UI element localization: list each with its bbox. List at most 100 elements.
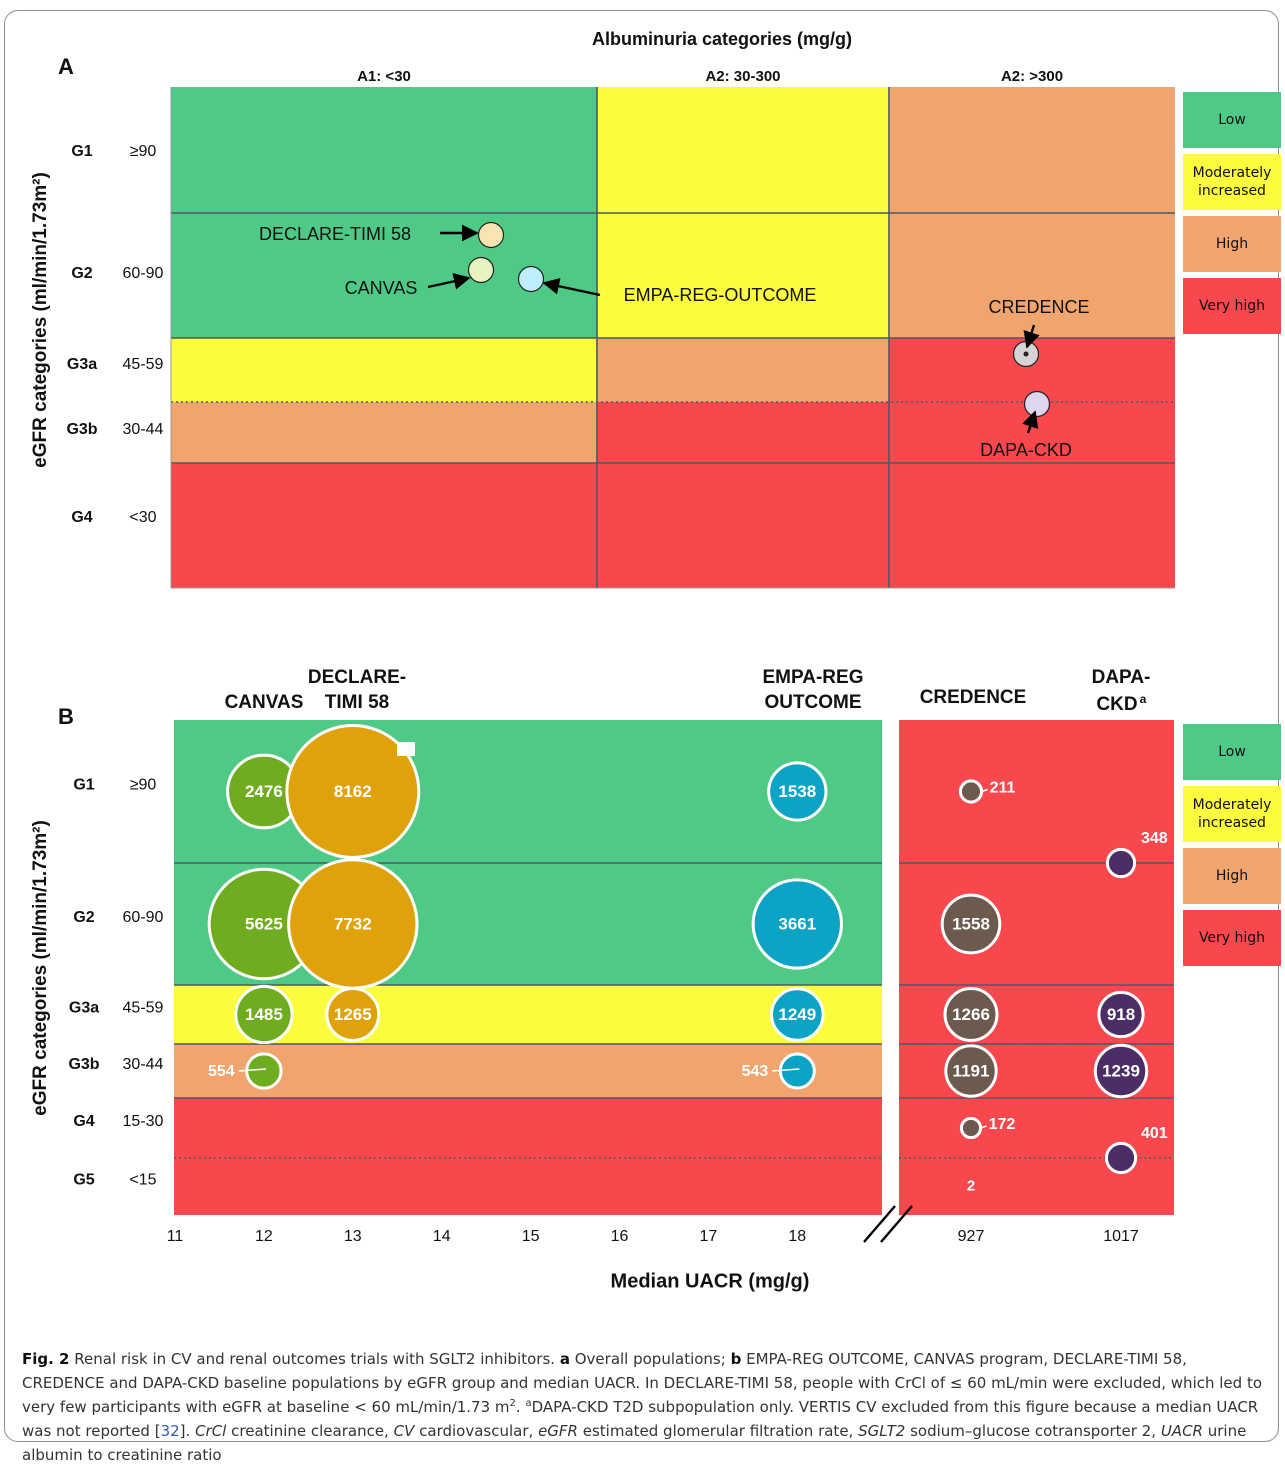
panel-b-bubble-label: 1266 — [952, 1005, 990, 1024]
panel-b-x-tick-label: 14 — [433, 1228, 451, 1245]
panel-a-row-code: G3a — [67, 356, 97, 373]
panel-b-bubble-label: 172 — [989, 1116, 1016, 1133]
panel-b-risk-band — [174, 1158, 882, 1215]
panel-a-risk-cell — [171, 87, 597, 213]
panel-b-row-code: G4 — [73, 1113, 94, 1130]
panel-b-bubble-label: 1538 — [778, 782, 816, 801]
abbr-term: CrCl — [195, 1422, 227, 1440]
panel-b-bubble — [959, 1116, 983, 1140]
panel-b-row-range: 15-30 — [123, 1113, 164, 1130]
caption-a-text: Overall populations; — [574, 1350, 726, 1368]
panel-b-trial-header: EMPA-REG — [763, 667, 864, 688]
panel-b-legend-label: Low — [1218, 744, 1246, 760]
caption-sup-2: 2 — [509, 1398, 516, 1409]
panel-a-row-range: <30 — [129, 509, 156, 526]
panel-b-x-tick-label: 927 — [958, 1228, 985, 1245]
panel-b-legend-label: High — [1216, 868, 1248, 884]
panel-a-trial-label: CREDENCE — [988, 297, 1089, 317]
panel-b-bubble-label: 1485 — [245, 1005, 283, 1024]
caption-dapa-text: DAPA-CKD T2D subpopulation only. VERTIS … — [22, 1398, 1259, 1440]
panel-b-risk-band — [174, 1098, 882, 1158]
panel-b-x-tick-label: 1017 — [1103, 1228, 1139, 1245]
panel-a-trial-label: DECLARE-TIMI 58 — [259, 224, 411, 244]
abbr-term: eGFR — [538, 1422, 578, 1440]
caption-title: Renal risk in CV and renal outcomes tria… — [74, 1350, 556, 1368]
panel-b-bubble-label: 211 — [990, 780, 1016, 797]
panel-a-risk-cell — [597, 213, 889, 338]
panel-a-row-range: ≥90 — [130, 143, 157, 160]
panel-b-trial-header: DAPA- — [1092, 667, 1151, 688]
panel-b-xlabel: Median UACR (mg/g) — [611, 1270, 810, 1292]
panel-a-row-range: 45-59 — [123, 356, 164, 373]
panel-a-risk-cell — [597, 338, 889, 402]
panel-b-bubble-label: 543 — [742, 1063, 769, 1080]
panel-b-bubble-leader — [238, 1068, 266, 1072]
panel-b-bubble-label: 2 — [967, 1177, 975, 1194]
panel-b-x-tick-label: 13 — [344, 1228, 362, 1245]
panel-b-bubble-label: 1191 — [953, 1061, 990, 1080]
caption-reference-link[interactable]: 32 — [160, 1422, 180, 1440]
panel-b-bubble — [245, 1052, 283, 1090]
panel-b-row-code: G2 — [73, 909, 94, 926]
panel-a-legend-swatch — [1183, 216, 1281, 272]
panel-b-bubble — [940, 893, 1002, 955]
caption-a-label: a — [559, 1350, 570, 1368]
panel-a-trial-marker — [1023, 390, 1051, 418]
panel-b-bubble — [943, 987, 999, 1042]
panel-b-legend-swatch — [1183, 724, 1281, 780]
panel-b-x-tick-label: 16 — [611, 1228, 629, 1245]
panel-b-bubble-label: 1265 — [334, 1005, 372, 1024]
panel-a-trial-arrow — [542, 277, 601, 297]
panel-b-x-tick-label: 17 — [700, 1228, 718, 1245]
abbr-term: CV — [393, 1422, 415, 1440]
panel-b-trial-header: OUTCOME — [764, 692, 861, 713]
abbr-def: sodium–glucose cotransporter 2, — [910, 1422, 1157, 1440]
caption-fig-label: Fig. 2 — [22, 1350, 70, 1368]
panel-b-bubble-label: 348 — [1141, 830, 1168, 847]
panel-a-trial-arrow — [1022, 410, 1039, 434]
panel-b-risk-band-high-uacr — [899, 720, 1174, 1215]
panel-a-risk-cell — [171, 402, 597, 463]
panel-b-row-code: G5 — [73, 1172, 94, 1189]
panel-b-label: B — [58, 704, 74, 729]
panel-b-bubble — [944, 1044, 998, 1098]
panel-b-bubble — [1097, 990, 1145, 1039]
panel-b-legend-label: Moderately — [1193, 797, 1272, 813]
panel-a-legend-label: High — [1216, 236, 1248, 252]
axis-break-mark — [880, 1205, 913, 1243]
abbr-term: UACR — [1160, 1422, 1203, 1440]
abbr-def: cardiovascular, — [419, 1422, 534, 1440]
panel-a-column-header: A2: 30-300 — [705, 68, 780, 85]
panel-a-legend-swatch — [1183, 278, 1281, 334]
panel-a-legend-swatch — [1183, 92, 1281, 148]
panel-b-trial-header: TIMI 58 — [325, 692, 389, 713]
panel-b-legend-label: Very high — [1199, 930, 1265, 946]
panel-b-trial-header: CANVAS — [225, 692, 304, 713]
panel-a-risk-cell — [171, 338, 597, 402]
abbr-def: creatinine clearance, — [231, 1422, 389, 1440]
panel-a-column-header: A2: >300 — [1001, 68, 1063, 85]
panel-b-bubble-label: 8162 — [334, 782, 372, 801]
panel-b-row-range: <15 — [129, 1172, 156, 1189]
panel-a-legend-label: increased — [1198, 183, 1266, 199]
panel-b-trial-header-superscript: a — [1140, 692, 1147, 706]
panel-a-legend-label: Low — [1218, 112, 1246, 128]
panel-b-row-range: 30-44 — [123, 1056, 164, 1073]
panel-a-trial-marker — [517, 265, 545, 293]
panel-a-column-header: A1: <30 — [357, 68, 411, 85]
panel-b-bubble — [1093, 1043, 1149, 1099]
panel-a-risk-cell — [889, 463, 1175, 588]
caption-b-text: EMPA-REG OUTCOME, CANVAS program, DECLAR… — [22, 1350, 1262, 1416]
panel-a-risk-cell — [171, 463, 597, 588]
panel-b-row-code: G3a — [69, 1000, 99, 1017]
panel-a-title: Albuminuria categories (mg/g) — [592, 29, 852, 49]
panel-b-ylabel: eGFR categories (ml/min/1.73m²) — [30, 820, 51, 1116]
panel-a-label: A — [58, 54, 74, 79]
caption-b-label: b — [730, 1350, 742, 1368]
panel-b-x-tick-label: 18 — [788, 1228, 806, 1245]
panel-b-row-code: G3b — [68, 1056, 99, 1073]
panel-a-ylabel: eGFR categories (ml/min/1.73m²) — [30, 172, 51, 468]
panel-b-row-range: 45-59 — [123, 1000, 164, 1017]
panel-b-bubble — [325, 987, 381, 1042]
panel-a-risk-cell — [889, 213, 1175, 338]
